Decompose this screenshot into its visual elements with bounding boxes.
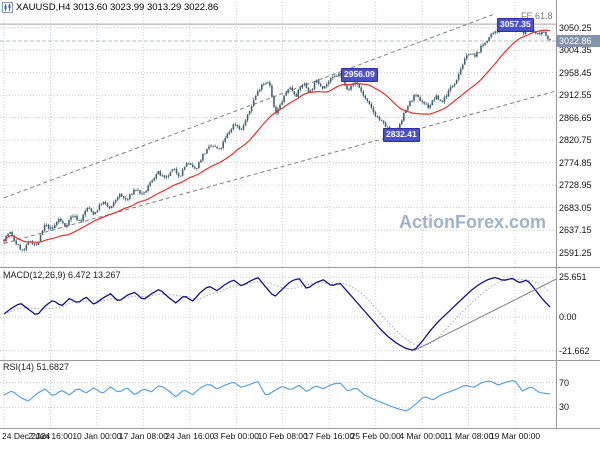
indicator-axis-label: 30 [559,402,570,413]
price-axis-label: 3050.25 [559,22,592,33]
indicator-axis-label: 25.651 [559,272,587,283]
symbol-ohlc-label: XAUUSD,H4 3013.60 3023.99 3013.29 3022.8… [16,2,219,13]
fib-expansion-label: FE 61.8 [521,11,553,21]
date-axis-label: 19 Mar 00:00 [489,431,541,441]
date-axis-label: 10 Feb 08:00 [257,431,308,441]
macd-line [3,276,551,351]
date-axis-label: 2 Jan 16:00 [28,431,73,441]
date-axis-label: 4 Mar 00:00 [399,431,445,441]
pane-frame [0,0,600,429]
current-price-badge: 3022.86 [556,35,600,47]
price-flag: 2832.41 [383,128,420,142]
date-axis-label: 17 Feb 16:00 [304,431,355,441]
date-axis-label: 11 Mar 08:00 [443,431,494,441]
price-axis-label: 2912.55 [559,90,592,101]
price-axis-label: 2866.65 [559,112,592,123]
rsi-indicator-label: RSI(14) 51.6827 [3,362,70,372]
price-axis-label: 2591.25 [559,247,592,258]
price-axis-label: 2958.45 [559,67,592,78]
price-axis-label: 2637.15 [559,225,592,236]
price-axis-label: 2683.05 [559,202,592,213]
date-axis-label: 25 Feb 00:00 [350,431,401,441]
price-flag: 2956.09 [341,68,378,82]
indicator-axis-label: -21.662 [559,345,590,356]
price-flag: 3057.35 [497,18,534,32]
macd-trendline [413,278,556,352]
price-axis-label: 2728.95 [559,180,592,191]
price-axis-label: 2820.75 [559,135,592,146]
date-axis-label: 3 Feb 00:00 [213,431,259,441]
indicator-axis-label: 70 [559,377,570,388]
overlay-lines [0,14,556,244]
date-axis-label: 17 Jan 08:00 [118,431,168,441]
price-axis-label: 3004.35 [559,45,592,56]
indicator-axis-label: 0.00 [559,312,577,323]
rsi-line [3,380,551,412]
moving-average-line [3,29,551,243]
chart-header: XAUUSD,H4 3013.60 3023.99 3013.29 3022.8… [2,2,218,13]
date-axis-label: 24 Dec 2024 [2,431,51,441]
date-axis-label: 24 Jan 16:00 [165,431,215,441]
grid [0,2,556,428]
price-axis-label: 2774.85 [559,157,592,168]
trend-channel-line [3,14,496,199]
trend-channel-line [3,90,556,244]
date-axis-label: 10 Jan 00:00 [72,431,122,441]
chart-icon [2,2,13,13]
macd-indicator-label: MACD(12,26,9) 6.472 13.267 [3,270,121,280]
watermark: ActionForex.com [399,212,547,232]
